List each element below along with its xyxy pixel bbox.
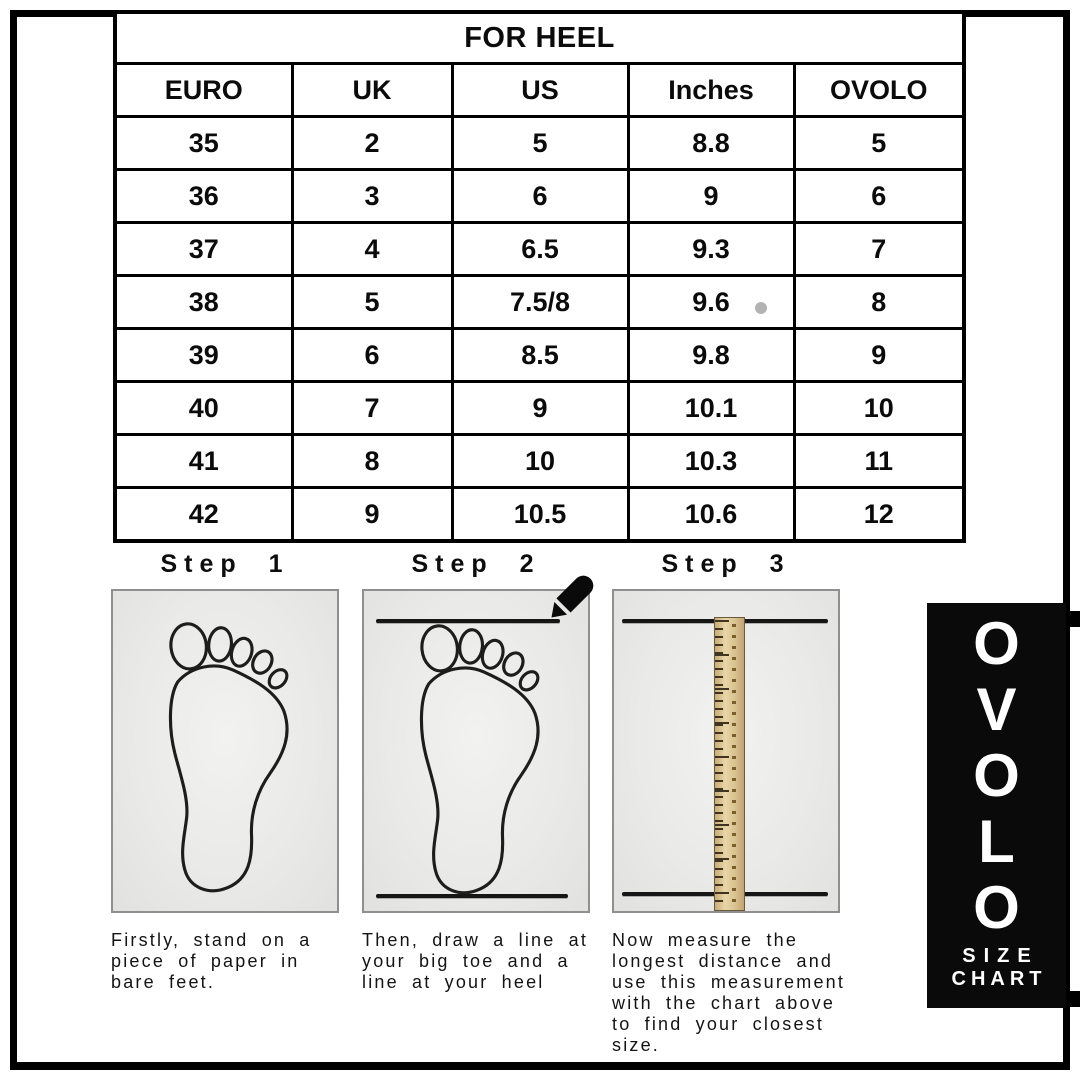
- size-cell: 9: [450, 380, 630, 436]
- step-3-caption: Now measure the longest distance and use…: [612, 930, 846, 1055]
- size-table: FOR HEEL EURO UK US Inches OVOLO 35 2 5 …: [113, 10, 967, 543]
- size-cell: 8: [290, 433, 454, 489]
- size-cell: 10.3: [626, 433, 796, 489]
- table-header-row: EURO UK US Inches OVOLO: [113, 62, 966, 118]
- size-cell: 37: [113, 221, 294, 277]
- col-header-ovolo: OVOLO: [792, 62, 966, 118]
- table-title: FOR HEEL: [113, 10, 966, 65]
- col-header-inches: Inches: [626, 62, 796, 118]
- table-row: 38 5 7.5/8 9.6 8: [113, 274, 966, 330]
- size-cell: 9: [290, 486, 454, 543]
- brand-subtitle-size: SIZE: [962, 945, 1039, 967]
- brand-subtitle-chart: CHART: [951, 968, 1047, 990]
- heel-line: [376, 894, 568, 898]
- footprint-icon: [419, 624, 540, 895]
- brand-letter: L: [978, 808, 1015, 875]
- frame-left-bar: [10, 10, 17, 1070]
- table-row: 40 7 9 10.1 10: [113, 380, 966, 436]
- ruler-major-ticks: [715, 620, 729, 908]
- step-1-label: Step 1: [160, 550, 290, 578]
- size-cell: 7.5/8: [450, 274, 630, 330]
- brand-letter: O: [973, 742, 1020, 809]
- step-1-illustration: [111, 589, 339, 913]
- size-cell: 2: [290, 115, 454, 171]
- size-cell: 6.5: [450, 221, 630, 277]
- size-cell: 6: [450, 168, 630, 224]
- size-cell: 12: [792, 486, 966, 543]
- size-cell: 10.6: [626, 486, 796, 543]
- stray-dot: [755, 302, 767, 314]
- step-2-caption: Then, draw a line at your big toe and a …: [362, 930, 589, 992]
- size-cell: 10: [792, 380, 966, 436]
- size-cell: 9: [792, 327, 966, 383]
- size-cell: 10.5: [450, 486, 630, 543]
- step-3-illustration: [612, 589, 840, 913]
- footprint-icon: [168, 622, 289, 893]
- toe-line: [376, 619, 560, 623]
- size-cell: 6: [792, 168, 966, 224]
- size-cell: 5: [792, 115, 966, 171]
- table-title-row: FOR HEEL: [113, 10, 966, 65]
- table-row: 42 9 10.5 10.6 12: [113, 486, 966, 543]
- table-row: 41 8 10 10.3 11: [113, 433, 966, 489]
- frame-stub-bottom: [1066, 991, 1080, 1007]
- table-row: 39 6 8.5 9.8 9: [113, 327, 966, 383]
- size-cell: 9.3: [626, 221, 796, 277]
- table-row: 37 4 6.5 9.3 7: [113, 221, 966, 277]
- brand-panel: O V O L O SIZE CHART: [927, 603, 1066, 1008]
- ruler-number-marks: [732, 624, 736, 908]
- size-cell: 7: [290, 380, 454, 436]
- size-cell: 10.1: [626, 380, 796, 436]
- brand-letter: V: [976, 676, 1017, 743]
- size-cell: 41: [113, 433, 294, 489]
- size-cell: 9.8: [626, 327, 796, 383]
- table-row: 36 3 6 9 6: [113, 168, 966, 224]
- size-cell: 11: [792, 433, 966, 489]
- step-1-caption: Firstly, stand on a piece of paper in ba…: [111, 930, 312, 992]
- ruler-icon: [714, 617, 745, 911]
- brand-letter: O: [973, 874, 1020, 941]
- size-cell: 10: [450, 433, 630, 489]
- step-3-label: Step 3: [661, 550, 791, 578]
- step-2-label: Step 2: [411, 550, 541, 578]
- col-header-us: US: [450, 62, 630, 118]
- size-cell: 8.8: [626, 115, 796, 171]
- size-cell: 39: [113, 327, 294, 383]
- pencil-icon: [551, 575, 594, 618]
- brand-letter: O: [973, 610, 1020, 677]
- size-cell: 42: [113, 486, 294, 543]
- size-cell: 7: [792, 221, 966, 277]
- table-row: 35 2 5 8.8 5: [113, 115, 966, 171]
- size-cell: 40: [113, 380, 294, 436]
- col-header-euro: EURO: [113, 62, 294, 118]
- size-cell: 4: [290, 221, 454, 277]
- size-cell: 3: [290, 168, 454, 224]
- size-table-section: FOR HEEL EURO UK US Inches OVOLO 35 2 5 …: [113, 0, 967, 543]
- frame-stub-top: [1066, 611, 1080, 627]
- size-cell: 8: [792, 274, 966, 330]
- size-cell: 38: [113, 274, 294, 330]
- size-cell: 5: [450, 115, 630, 171]
- frame-right-bar: [1063, 10, 1070, 1070]
- col-header-uk: UK: [290, 62, 454, 118]
- size-cell: 35: [113, 115, 294, 171]
- size-cell: 6: [290, 327, 454, 383]
- size-cell: 9.6: [626, 274, 796, 330]
- frame-bottom-bar: [10, 1062, 1070, 1070]
- size-cell: 36: [113, 168, 294, 224]
- step-2-illustration: [362, 575, 594, 913]
- size-cell: 5: [290, 274, 454, 330]
- size-cell: 8.5: [450, 327, 630, 383]
- size-cell: 9: [626, 168, 796, 224]
